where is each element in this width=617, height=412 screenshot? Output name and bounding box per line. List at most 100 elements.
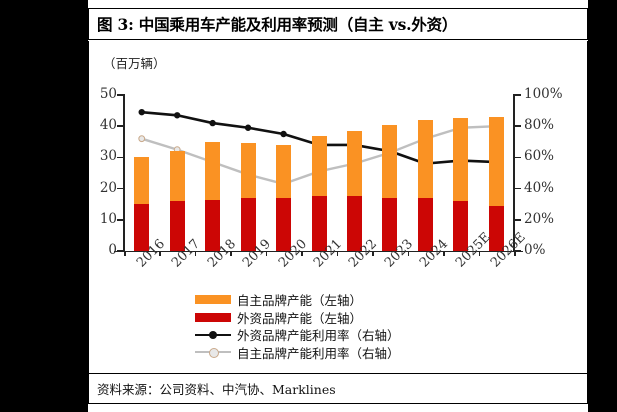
x-axis-tick <box>443 251 445 256</box>
y-axis-left-tick <box>117 219 124 221</box>
bar-column[interactable] <box>240 143 256 251</box>
legend-item[interactable]: 自主品牌产能利用率（右轴） <box>195 344 400 362</box>
marker-foreign-utilization[interactable] <box>209 119 216 127</box>
bar-column[interactable] <box>382 124 398 251</box>
bar-segment-domestic-capacity[interactable] <box>169 151 185 202</box>
x-axis-tick <box>159 251 161 256</box>
bar-column[interactable] <box>346 130 362 251</box>
bar-segment-foreign-capacity[interactable] <box>417 197 433 251</box>
y-axis-right-tick-label: 60% <box>524 148 555 165</box>
legend-color-swatch <box>195 295 231 305</box>
page-margin-bottom <box>88 404 588 412</box>
bar-segment-foreign-capacity[interactable] <box>453 201 469 251</box>
bar-segment-foreign-capacity[interactable] <box>205 199 221 251</box>
marker-domestic-utilization[interactable] <box>138 135 146 143</box>
bar-segment-foreign-capacity[interactable] <box>169 201 185 251</box>
bar-segment-foreign-capacity[interactable] <box>134 204 150 251</box>
bar-column[interactable] <box>453 118 469 251</box>
y-axis-right-tick <box>514 156 521 159</box>
x-axis <box>114 250 523 253</box>
x-axis-tick <box>514 251 516 256</box>
y-axis-left-tick <box>117 250 124 252</box>
figure-source-bar: 资料来源：公司资料、中汽协、Marklines <box>88 374 588 404</box>
bar-segment-foreign-capacity[interactable] <box>346 196 362 251</box>
x-axis-tick <box>478 251 481 256</box>
bar-segment-foreign-capacity[interactable] <box>311 196 327 251</box>
x-axis-tick <box>407 251 410 256</box>
legend-item-label: 自主品牌产能利用率（右轴） <box>237 345 400 361</box>
figure-title-bar: 图 3: 中国乘用车产能及利用率预测（自主 vs.外资） <box>88 8 588 40</box>
bar-column[interactable] <box>169 151 185 251</box>
y-axis-left-tick-label: 20 <box>99 179 117 196</box>
bar-segment-foreign-capacity[interactable] <box>382 197 398 251</box>
legend-item-label: 自主品牌产能（左轴） <box>237 293 363 309</box>
figure-source-text: 资料来源：公司资料、中汽协、Marklines <box>97 382 336 397</box>
bar-segment-domestic-capacity[interactable] <box>311 135 327 197</box>
y-axis-right-tick-label: 0% <box>524 242 546 258</box>
bar-column[interactable] <box>488 116 504 251</box>
bar-segment-domestic-capacity[interactable] <box>205 141 221 200</box>
y-axis-right-tick <box>514 94 521 96</box>
y-axis-right-tick-label: 100% <box>524 86 563 102</box>
legend-line-dot <box>209 348 219 359</box>
page-gutter-right <box>588 0 617 412</box>
marker-foreign-utilization[interactable] <box>138 108 145 116</box>
bar-segment-foreign-capacity[interactable] <box>276 197 292 251</box>
x-axis-tick <box>124 251 126 256</box>
chart-legend: 自主品牌产能（左轴） 外资品牌产能（左轴） 外资品牌产能利用率（右轴） 自主品牌产能利… <box>195 291 400 361</box>
bar-segment-domestic-capacity[interactable] <box>382 124 398 198</box>
y-axis-right-tick-label: 80% <box>524 117 555 134</box>
y-axis-left-tick <box>117 187 124 190</box>
bar-segment-domestic-capacity[interactable] <box>276 144 292 198</box>
y-axis-right-tick <box>514 219 521 221</box>
bar-segment-domestic-capacity[interactable] <box>240 143 256 198</box>
y-axis-unit-label: （百万辆） <box>103 56 166 71</box>
x-axis-tick <box>230 251 232 256</box>
page-gutter-left <box>0 0 88 412</box>
x-axis-tick <box>265 251 268 256</box>
y-axis-right <box>513 94 515 252</box>
marker-foreign-utilization[interactable] <box>280 130 287 138</box>
bar-column[interactable] <box>205 141 221 251</box>
legend-item[interactable]: 外资品牌产能（左轴） <box>195 309 400 327</box>
y-axis-left-tick-label: 10 <box>99 210 117 227</box>
bar-column[interactable] <box>276 144 292 251</box>
bar-segment-domestic-capacity[interactable] <box>417 119 433 198</box>
bar-column[interactable] <box>134 157 150 251</box>
bar-segment-domestic-capacity[interactable] <box>488 116 504 206</box>
y-axis-left-tick-label: 0 <box>108 242 117 258</box>
bar-segment-domestic-capacity[interactable] <box>346 130 362 197</box>
y-axis-left-tick <box>117 125 124 127</box>
y-axis-left <box>123 94 125 252</box>
figure-title: 图 3: 中国乘用车产能及利用率预测（自主 vs.外资） <box>97 15 458 34</box>
legend-item-label: 外资品牌产能利用率（右轴） <box>237 328 400 344</box>
y-axis-right-tick <box>514 187 521 190</box>
bar-segment-foreign-capacity[interactable] <box>240 197 256 251</box>
bar-column[interactable] <box>417 119 433 251</box>
bar-segment-foreign-capacity[interactable] <box>488 205 504 251</box>
plot-area <box>124 95 514 251</box>
legend-color-swatch <box>195 312 231 322</box>
y-axis-left-tick <box>117 156 124 159</box>
bar-segment-domestic-capacity[interactable] <box>134 157 150 205</box>
x-axis-tick <box>194 251 197 256</box>
y-axis-right-tick <box>514 250 521 252</box>
bar-column[interactable] <box>311 135 327 251</box>
legend-line-marker <box>195 347 231 359</box>
x-axis-tick <box>372 251 374 256</box>
y-axis-left-tick-label: 40 <box>99 117 117 134</box>
marker-foreign-utilization[interactable] <box>173 112 181 119</box>
x-axis-tick <box>336 251 339 256</box>
legend-item[interactable]: 外资品牌产能利用率（右轴） <box>195 326 400 344</box>
y-axis-right-tick-label: 40% <box>524 179 555 196</box>
page-margin-top <box>88 0 588 8</box>
x-axis-tick <box>301 251 303 256</box>
legend-item[interactable]: 自主品牌产能（左轴） <box>195 291 400 309</box>
legend-line-dot <box>209 330 217 339</box>
y-axis-right-tick-label: 20% <box>524 210 555 227</box>
y-axis-right-tick <box>514 125 521 127</box>
bar-segment-domestic-capacity[interactable] <box>453 118 469 202</box>
marker-foreign-utilization[interactable] <box>244 124 252 131</box>
y-axis-left-tick-label: 50 <box>99 86 117 102</box>
